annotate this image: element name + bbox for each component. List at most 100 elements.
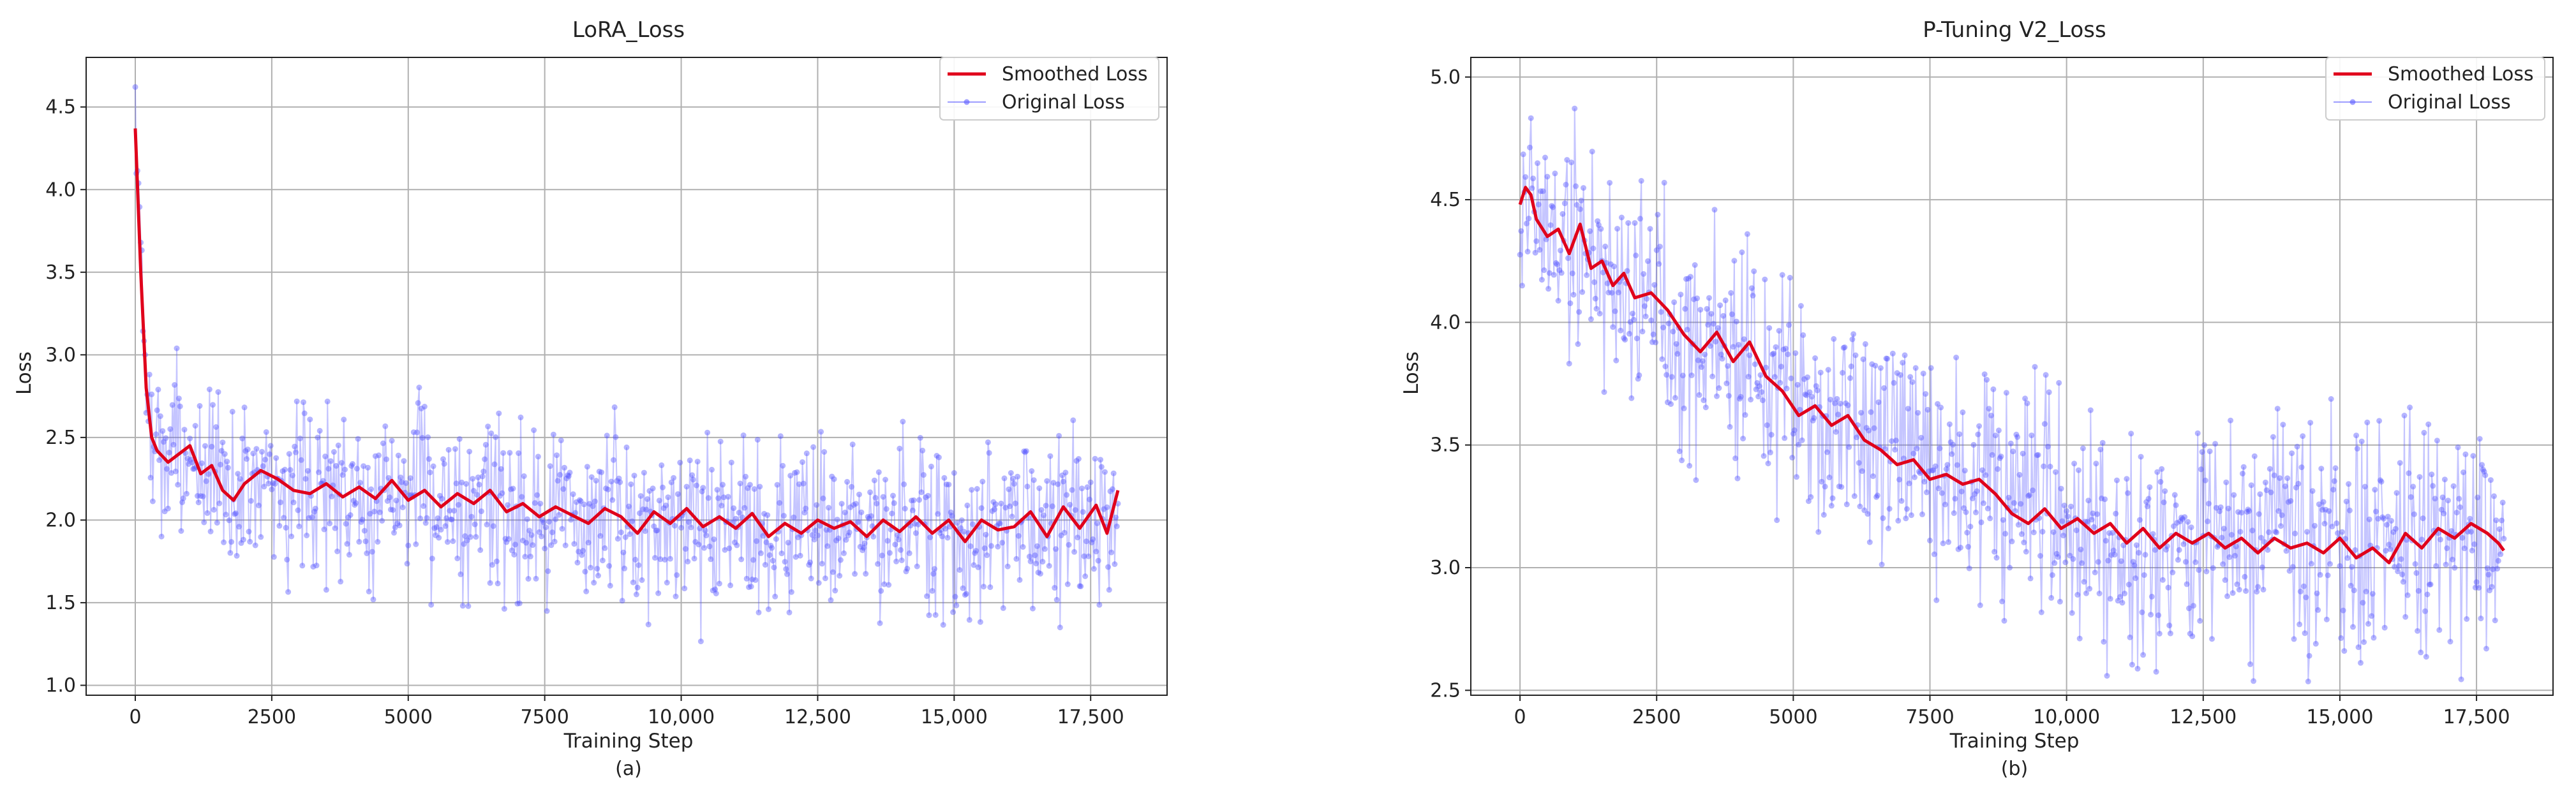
original-loss-point: [1771, 350, 1776, 357]
original-loss-point: [1529, 185, 1535, 191]
original-loss-point: [2489, 584, 2495, 590]
original-loss-point: [1665, 320, 1672, 327]
original-loss-point: [1995, 427, 2002, 434]
original-loss-point: [1966, 565, 1972, 571]
original-loss-point: [1981, 500, 1986, 506]
original-loss-point: [1992, 432, 1999, 439]
original-loss-point: [739, 514, 745, 520]
original-loss-point: [1889, 438, 1895, 445]
original-loss-point: [875, 561, 881, 567]
original-loss-point: [2142, 552, 2148, 558]
original-loss-point: [2060, 533, 2066, 539]
original-loss-point: [2448, 528, 2455, 534]
original-loss-point: [2178, 514, 2184, 520]
original-loss-point: [321, 526, 327, 533]
original-loss-point: [215, 389, 221, 395]
original-loss-point: [239, 435, 246, 441]
original-loss-point: [2124, 476, 2130, 482]
original-loss-point: [175, 395, 182, 402]
original-loss-point: [1718, 351, 1724, 358]
original-loss-point: [932, 566, 937, 572]
original-loss-point: [2051, 560, 2058, 566]
original-loss-point: [461, 541, 467, 547]
original-loss-point: [660, 484, 666, 490]
original-loss-point: [1914, 445, 1920, 452]
original-loss-point: [2002, 531, 2009, 537]
original-loss-point: [417, 515, 424, 522]
original-loss-point: [2170, 570, 2176, 575]
original-loss-point: [768, 542, 774, 549]
original-loss-point: [821, 449, 828, 455]
original-loss-point: [2119, 600, 2126, 606]
original-loss-point: [1011, 481, 1017, 487]
original-loss-point: [861, 540, 868, 547]
original-loss-point: [332, 525, 338, 531]
original-loss-point: [2085, 497, 2092, 504]
original-loss-point: [464, 537, 470, 543]
original-loss-point: [1938, 404, 1944, 411]
original-loss-point: [1535, 160, 1540, 166]
original-loss-point: [1946, 421, 1953, 427]
original-loss-point: [169, 402, 175, 408]
original-loss-point: [2332, 465, 2339, 471]
original-loss-point: [503, 539, 510, 545]
original-loss-point: [1716, 385, 1722, 391]
original-loss-point: [2198, 466, 2204, 473]
original-loss-point: [2351, 587, 2357, 594]
original-loss-point: [512, 542, 518, 548]
original-loss-point: [1588, 316, 1594, 322]
original-loss-point: [1034, 543, 1040, 549]
original-loss-point: [2297, 588, 2304, 594]
original-loss-point: [2092, 570, 2098, 575]
original-loss-point: [2090, 510, 2096, 517]
original-loss-point: [1064, 581, 1071, 587]
original-loss-point: [943, 482, 949, 487]
original-loss-point: [1842, 344, 1848, 350]
original-loss-point: [2203, 568, 2210, 575]
original-loss-point: [396, 522, 403, 529]
original-loss-point: [2399, 571, 2406, 578]
original-loss-point: [2126, 582, 2132, 587]
original-loss-point: [2481, 468, 2487, 475]
original-loss-point: [1750, 293, 1756, 298]
original-loss-point: [886, 582, 892, 588]
original-loss-point: [382, 423, 389, 429]
original-loss-point: [576, 497, 583, 503]
original-loss-point: [2263, 487, 2270, 494]
original-loss-point: [1587, 228, 1593, 234]
original-loss-point: [2285, 499, 2291, 505]
original-loss-point: [429, 556, 435, 562]
x-tick-label: 10,000: [2033, 706, 2100, 728]
original-loss-point: [2012, 508, 2018, 514]
original-loss-point: [2335, 530, 2341, 536]
original-loss-point: [823, 527, 830, 533]
original-loss-point: [1935, 485, 1942, 492]
original-loss-point: [1800, 332, 1806, 338]
original-loss-point: [238, 540, 244, 546]
original-loss-point: [2355, 644, 2362, 651]
original-loss-point: [2438, 536, 2443, 543]
original-loss-point: [814, 502, 820, 508]
x-tick-label: 15,000: [921, 706, 988, 728]
original-loss-point: [1754, 380, 1761, 386]
original-loss-point: [2350, 624, 2356, 630]
original-loss-point: [1744, 231, 1750, 237]
original-loss-point: [227, 550, 234, 556]
original-loss-point: [924, 593, 930, 600]
original-loss-point: [2275, 508, 2282, 514]
original-loss-point: [592, 498, 598, 505]
legend: Smoothed Loss Original Loss: [939, 57, 1159, 121]
original-loss-point: [2156, 631, 2163, 637]
original-loss-point: [710, 587, 716, 594]
original-loss-point: [725, 494, 731, 500]
original-loss-point: [1748, 285, 1755, 291]
original-loss-point: [261, 483, 267, 490]
original-loss-point: [2143, 499, 2150, 505]
original-loss-point: [354, 466, 360, 472]
original-loss-point: [571, 541, 577, 547]
original-loss-point: [489, 562, 495, 568]
original-loss-point: [833, 537, 839, 543]
original-loss-point: [2038, 609, 2044, 615]
original-loss-point: [509, 547, 515, 554]
original-loss-point: [1708, 311, 1715, 317]
